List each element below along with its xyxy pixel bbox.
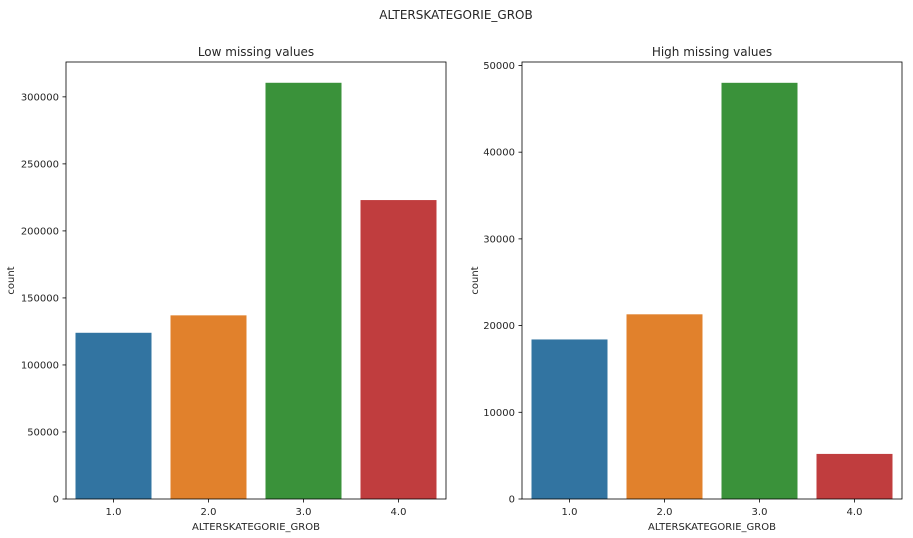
y-tick-label: 50000 [27,427,59,438]
y-axis-label: count [6,266,17,294]
x-tick-label: 2.0 [657,507,673,518]
chart-title: High missing values [652,45,772,59]
y-tick-label: 300000 [21,92,59,103]
x-tick-label: 3.0 [296,507,312,518]
y-tick-label: 250000 [21,159,59,170]
y-tick-label: 150000 [21,293,59,304]
axes-frame [521,61,903,500]
bar-3.0 [265,82,342,499]
bar-2.0 [626,314,703,499]
bar-1.0 [531,339,608,499]
y-tick-label: 200000 [21,226,59,237]
x-tick-label: 2.0 [201,507,217,518]
x-tick-label: 3.0 [752,507,768,518]
x-tick-label: 1.0 [562,507,578,518]
chart-title: Low missing values [198,45,314,59]
bar-4.0 [816,453,893,499]
y-tick-label: 40000 [483,148,515,159]
y-axis-label: count [470,266,481,294]
x-tick-label: 4.0 [391,507,407,518]
y-tick-label: 0 [53,495,59,506]
y-tick-label: 50000 [483,61,515,72]
y-tick-label: 20000 [483,321,515,332]
y-tick-label: 100000 [21,360,59,371]
bar-1.0 [75,332,152,499]
chart-panel-low-missing: 0 50000 100000 150000 200000 250000 300000 1.0 2… [6,45,447,533]
y-tick-label: 10000 [483,408,515,419]
bar-4.0 [360,200,437,499]
bar-2.0 [170,315,247,499]
chart-panel-high-missing: 0 10000 20000 30000 40000 50000 1.0 2.0 3.0 4.0 Hi… [470,45,903,533]
axes-frame [65,61,447,500]
figure-suptitle: ALTERSKATEGORIE_GROB [379,8,532,22]
bar-3.0 [721,82,798,500]
x-axis-label: ALTERSKATEGORIE_GROB [192,522,320,533]
x-tick-label: 4.0 [847,507,863,518]
x-axis-label: ALTERSKATEGORIE_GROB [648,522,776,533]
y-tick-label: 30000 [483,234,515,245]
y-tick-label: 0 [509,495,515,506]
x-tick-label: 1.0 [106,507,122,518]
